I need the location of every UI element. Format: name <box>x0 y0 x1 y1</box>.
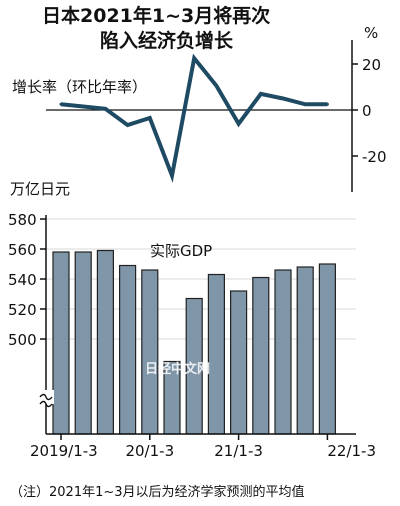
growth-point-3 <box>126 123 130 127</box>
axis-break-mark <box>38 390 54 408</box>
growth-point-4 <box>148 116 152 120</box>
gdp-bar-0 <box>52 251 70 435</box>
growth-series-line <box>60 53 328 183</box>
growth-tick-label-2: -20 <box>362 148 387 166</box>
growth-point-8 <box>237 122 241 126</box>
gdp-ytick-label-2: 540 <box>8 271 37 289</box>
gdp-bar-7 <box>207 273 225 435</box>
gdp-ytick-label-0: 500 <box>8 331 37 349</box>
gdp-bar-9 <box>252 276 270 435</box>
growth-tick-label-0: 20 <box>362 56 381 74</box>
gdp-bar-1 <box>74 251 92 435</box>
growth-point-12 <box>325 102 329 106</box>
gdp-bar-11 <box>296 266 314 435</box>
chart-title-line2: 陷入经济负增长 <box>100 29 234 52</box>
growth-point-11 <box>303 102 307 106</box>
growth-point-5 <box>170 174 174 178</box>
gdp-bar-2 <box>96 249 115 435</box>
gdp-ytick-label-4: 580 <box>8 211 37 229</box>
growth-series-label: 增长率（环比年率） <box>12 78 147 96</box>
gdp-bar-10 <box>274 269 292 435</box>
gdp-series-label: 实际GDP <box>150 242 212 260</box>
growth-point-10 <box>281 97 285 100</box>
gdp-xtick-label-2: 21/1-3 <box>214 442 263 460</box>
growth-point-6 <box>192 56 196 60</box>
gdp-xtick-label-1: 20/1-3 <box>125 442 174 460</box>
chart-title-line1: 日本2021年1~3月将再次 <box>42 4 270 27</box>
growth-unit-label: % <box>364 24 378 42</box>
gdp-xtick-label-3: 22/1-3 <box>327 442 376 460</box>
growth-point-7 <box>214 84 218 88</box>
gdp-bar-12 <box>318 263 336 435</box>
gdp-bar-3 <box>118 264 137 435</box>
growth-point-2 <box>103 107 107 111</box>
gdp-xtick-label-0: 2019/1-3 <box>30 442 98 460</box>
gdp-ytick-label-3: 560 <box>8 241 37 259</box>
growth-tick-label-1: 0 <box>362 102 372 120</box>
gdp-bar-4 <box>141 269 159 435</box>
growth-point-1 <box>81 105 85 109</box>
gdp-unit-label: 万亿日元 <box>10 180 70 198</box>
growth-point-9 <box>259 92 263 96</box>
footnote: （注）2021年1~3月以后为经济学家预测的平均值 <box>10 484 305 500</box>
growth-point-0 <box>59 102 63 106</box>
gdp-bar-8 <box>230 290 248 435</box>
gdp-ytick-label-1: 520 <box>8 301 37 319</box>
watermark-text: 日经中文网 <box>145 361 210 377</box>
